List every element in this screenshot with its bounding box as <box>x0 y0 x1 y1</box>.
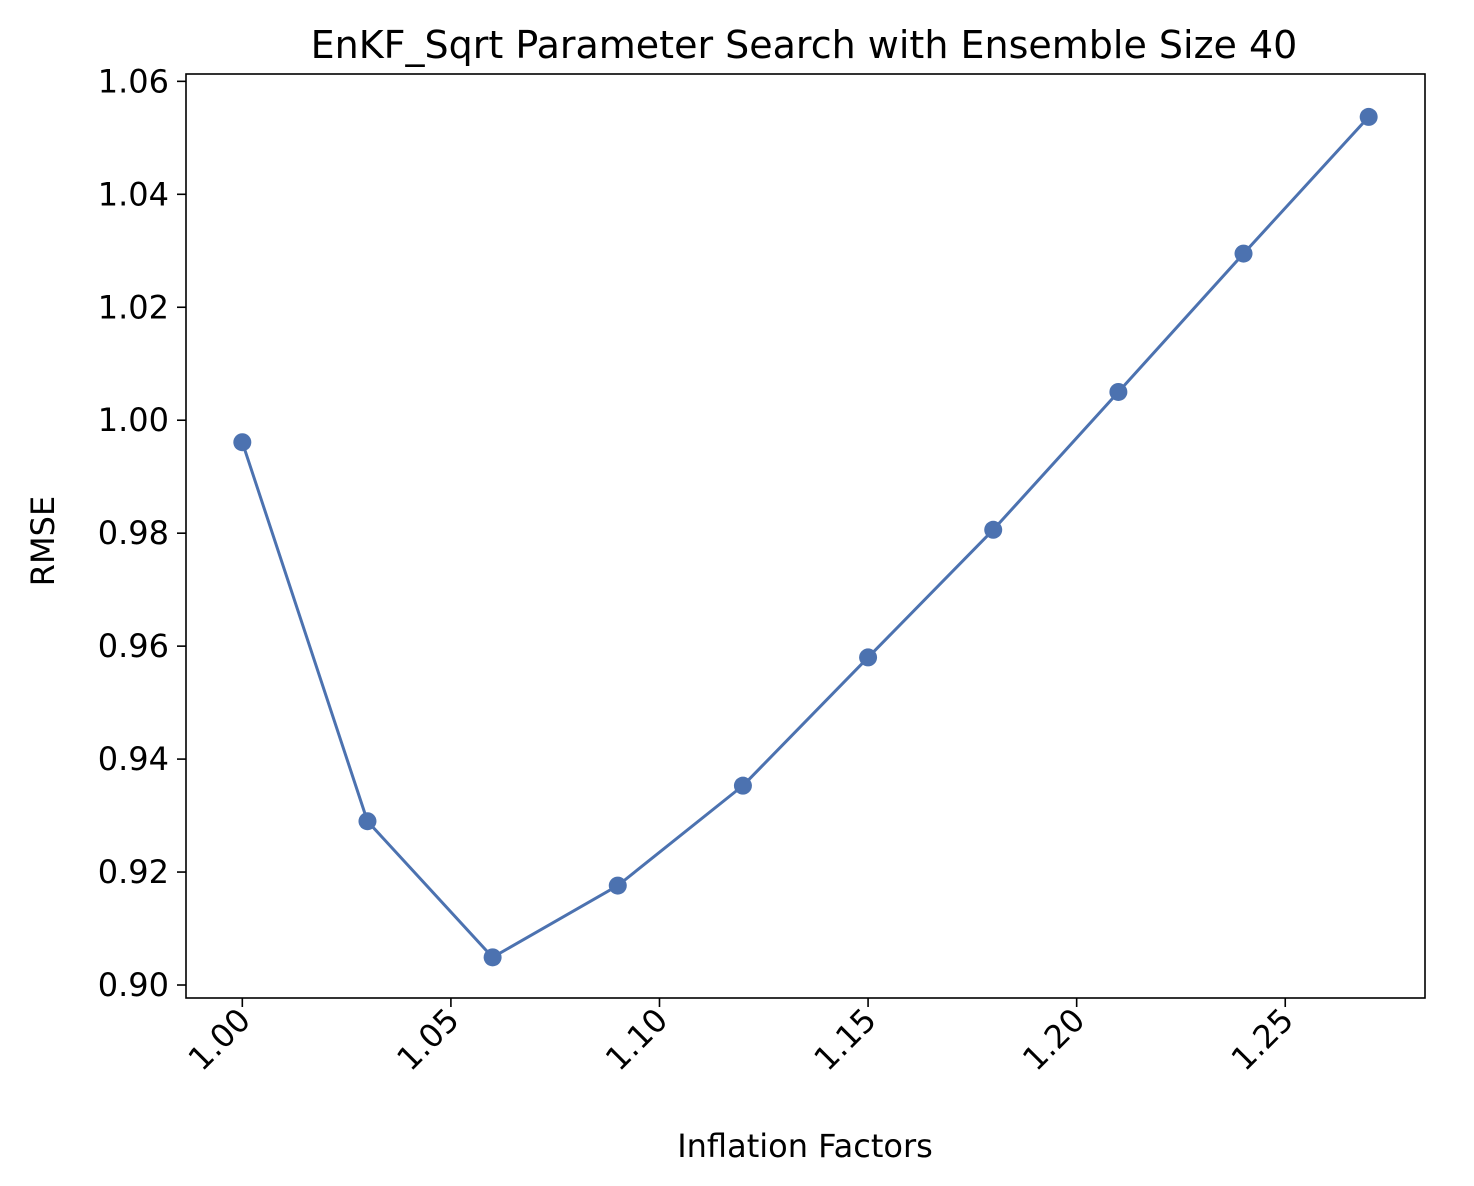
data-point <box>1359 107 1378 126</box>
y-tick-label: 1.00 <box>98 401 169 439</box>
y-tick-label: 1.02 <box>98 288 169 326</box>
x-tick-label: 1.25 <box>1224 1001 1301 1078</box>
data-point <box>1109 382 1128 401</box>
plot-area: 0.90 0.92 0.94 0.96 0.98 1.00 1.02 1.04 1.06 1.00… <box>98 62 1426 1078</box>
x-tick-label: 1.15 <box>806 1001 883 1078</box>
y-tick-label: 0.98 <box>98 514 169 552</box>
data-point <box>1234 244 1253 263</box>
x-tick-label: 1.10 <box>598 1001 675 1078</box>
chart-title: EnKF_Sqrt Parameter Search with Ensemble… <box>311 23 1298 67</box>
y-tick-label: 1.06 <box>98 62 169 100</box>
x-tick-label: 1.00 <box>181 1001 258 1078</box>
data-point <box>733 776 752 795</box>
data-point <box>483 948 502 967</box>
data-point <box>358 812 377 831</box>
x-tick-label: 1.05 <box>389 1001 466 1078</box>
y-tick-label: 1.04 <box>98 175 169 213</box>
data-point <box>608 876 627 895</box>
y-tick-label: 0.90 <box>98 966 169 1004</box>
series-line <box>240 115 1370 959</box>
x-axis-label: Inflation Factors <box>677 1127 933 1165</box>
y-tick-label: 0.92 <box>98 853 169 891</box>
axes-frame <box>185 73 1426 999</box>
x-tick-label: 1.20 <box>1015 1001 1092 1078</box>
y-axis-label: RMSE <box>24 496 62 586</box>
y-tick-label: 0.96 <box>98 627 169 665</box>
y-tick-label: 0.94 <box>98 740 169 778</box>
data-point <box>984 520 1003 539</box>
data-point <box>233 433 252 452</box>
data-point <box>859 648 878 667</box>
